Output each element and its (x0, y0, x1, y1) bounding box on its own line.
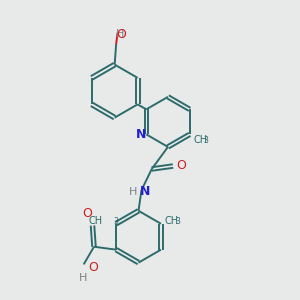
Text: O: O (82, 207, 92, 220)
Text: CH: CH (193, 135, 207, 145)
Text: 3: 3 (204, 136, 208, 146)
Text: H: H (79, 273, 87, 283)
Text: N: N (140, 185, 150, 198)
Text: O: O (176, 159, 186, 172)
Text: CH: CH (89, 216, 103, 226)
Text: H: H (129, 187, 137, 197)
Text: O: O (116, 28, 126, 41)
Text: N: N (136, 128, 146, 141)
Text: H: H (116, 29, 125, 39)
Text: 3: 3 (113, 218, 118, 226)
Text: 3: 3 (175, 218, 180, 226)
Text: O: O (88, 261, 98, 274)
Text: CH: CH (164, 216, 178, 226)
